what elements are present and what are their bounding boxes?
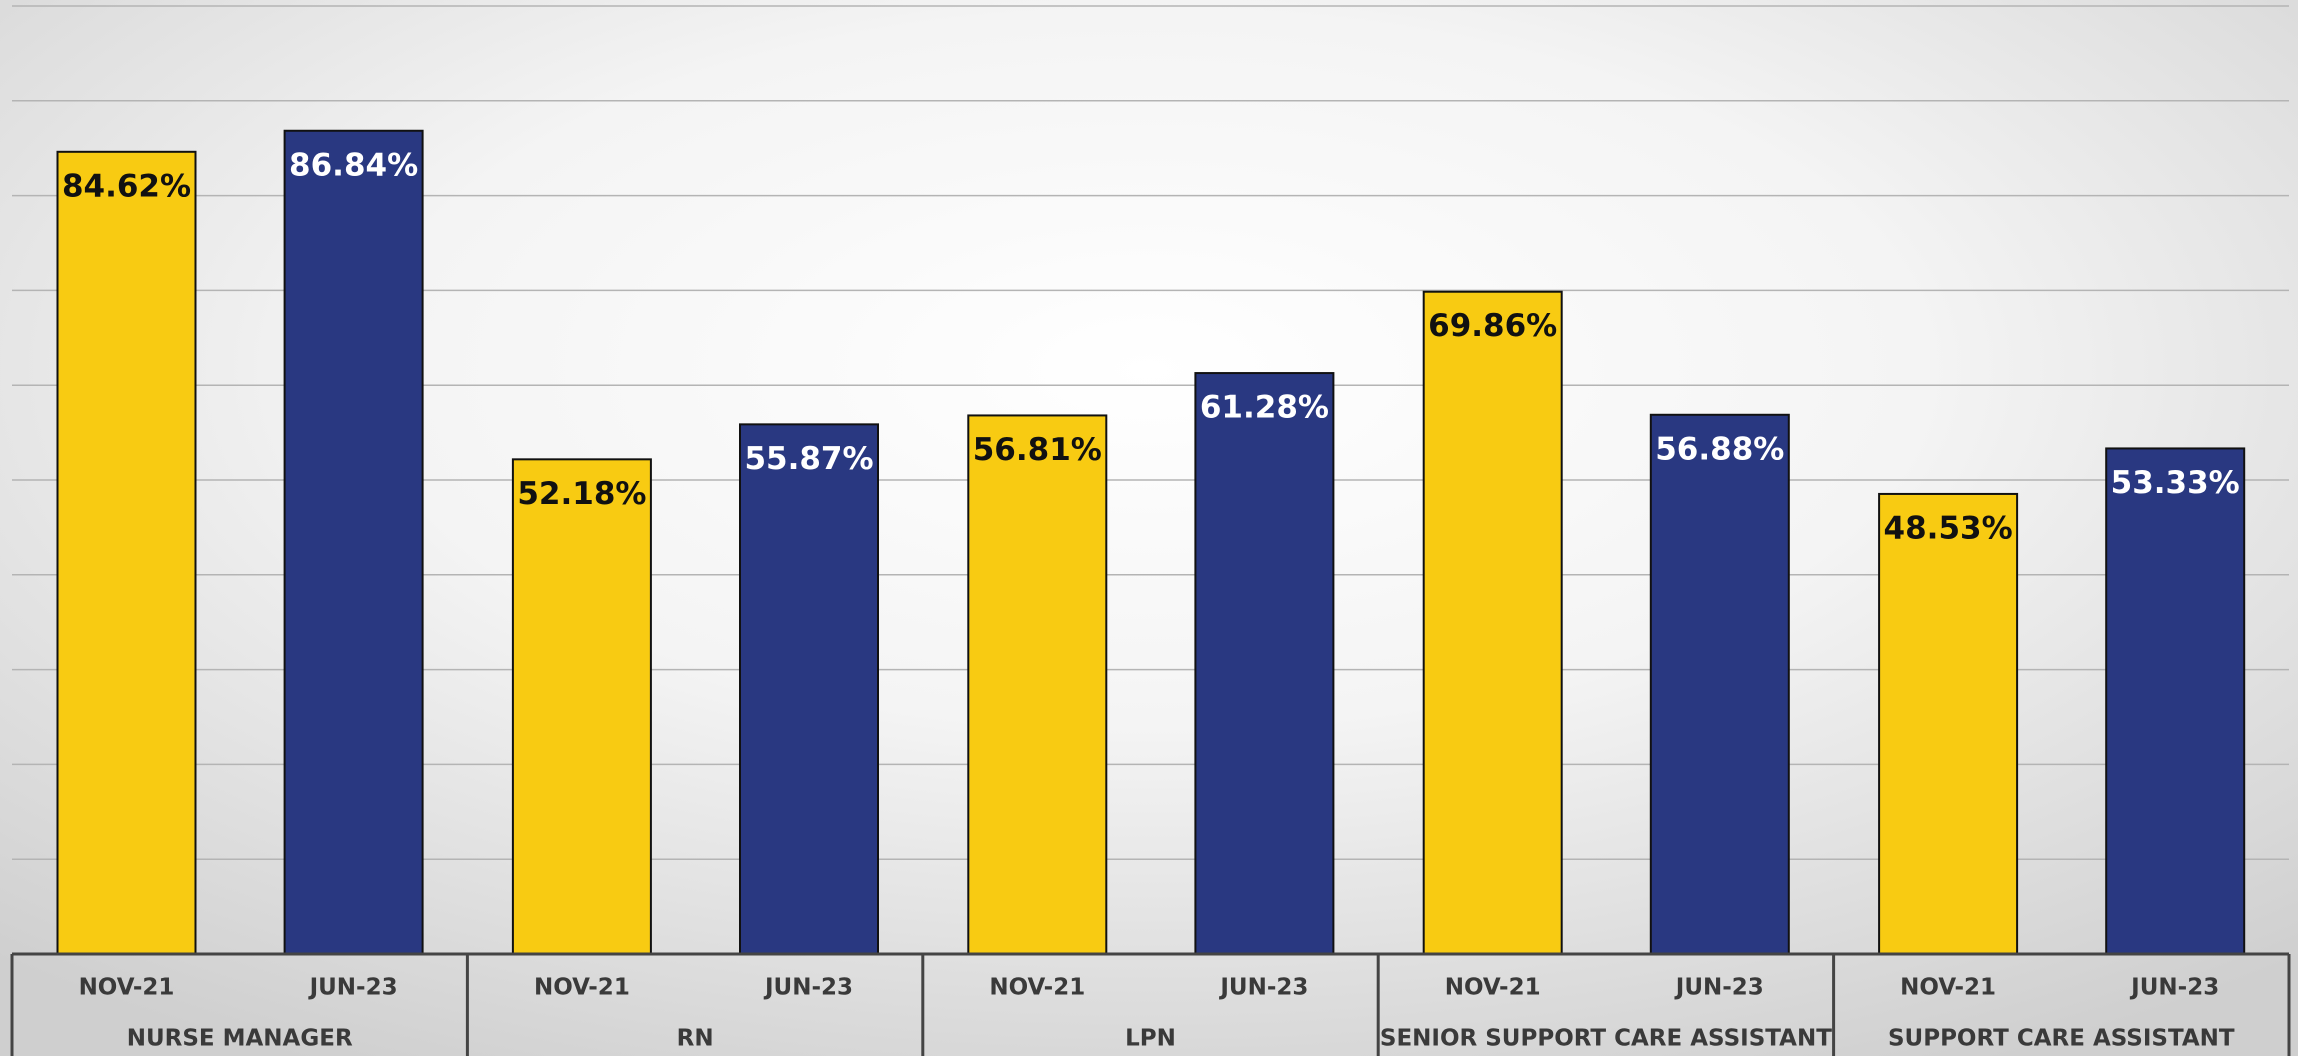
- bar: [56, 150, 197, 955]
- bar: [1649, 413, 1790, 955]
- group-label: NURSE MANAGER: [127, 1026, 353, 1052]
- x-tick-label: NOV-21: [79, 975, 175, 1001]
- data-label: 86.84%: [289, 147, 418, 183]
- group-label: RN: [677, 1026, 714, 1052]
- data-label: 53.33%: [2111, 465, 2240, 501]
- x-tick-label: NOV-21: [1900, 975, 1996, 1001]
- x-tick-label: JUN-23: [308, 975, 398, 1001]
- group-label: SUPPORT CARE ASSISTANT: [1888, 1026, 2235, 1052]
- bar: [1422, 290, 1563, 956]
- data-label: 69.86%: [1428, 308, 1557, 344]
- data-label: 52.18%: [517, 476, 646, 512]
- x-tick-label: NOV-21: [989, 975, 1085, 1001]
- bar: [2105, 447, 2246, 955]
- group-label: LPN: [1125, 1026, 1176, 1052]
- bar: [283, 129, 424, 956]
- data-label: 55.87%: [744, 441, 873, 477]
- bar: [967, 414, 1108, 955]
- data-label: 56.88%: [1655, 431, 1784, 467]
- bar: [1194, 372, 1335, 955]
- bar: [739, 423, 879, 955]
- x-tick-label: JUN-23: [1218, 975, 1308, 1001]
- data-label: 56.81%: [973, 432, 1102, 468]
- data-label: 84.62%: [62, 168, 191, 204]
- data-label: 48.53%: [1884, 510, 2013, 546]
- x-tick-label: NOV-21: [534, 975, 630, 1001]
- bar: [511, 458, 652, 955]
- x-tick-label: JUN-23: [763, 975, 853, 1001]
- bar: [1878, 492, 2019, 955]
- x-tick-label: JUN-23: [1674, 975, 1764, 1001]
- group-label: SENIOR SUPPORT CARE ASSISTANT: [1380, 1026, 1832, 1052]
- data-label: 61.28%: [1200, 390, 1329, 426]
- x-tick-label: NOV-21: [1445, 975, 1541, 1001]
- x-tick-label: JUN-23: [2129, 975, 2219, 1001]
